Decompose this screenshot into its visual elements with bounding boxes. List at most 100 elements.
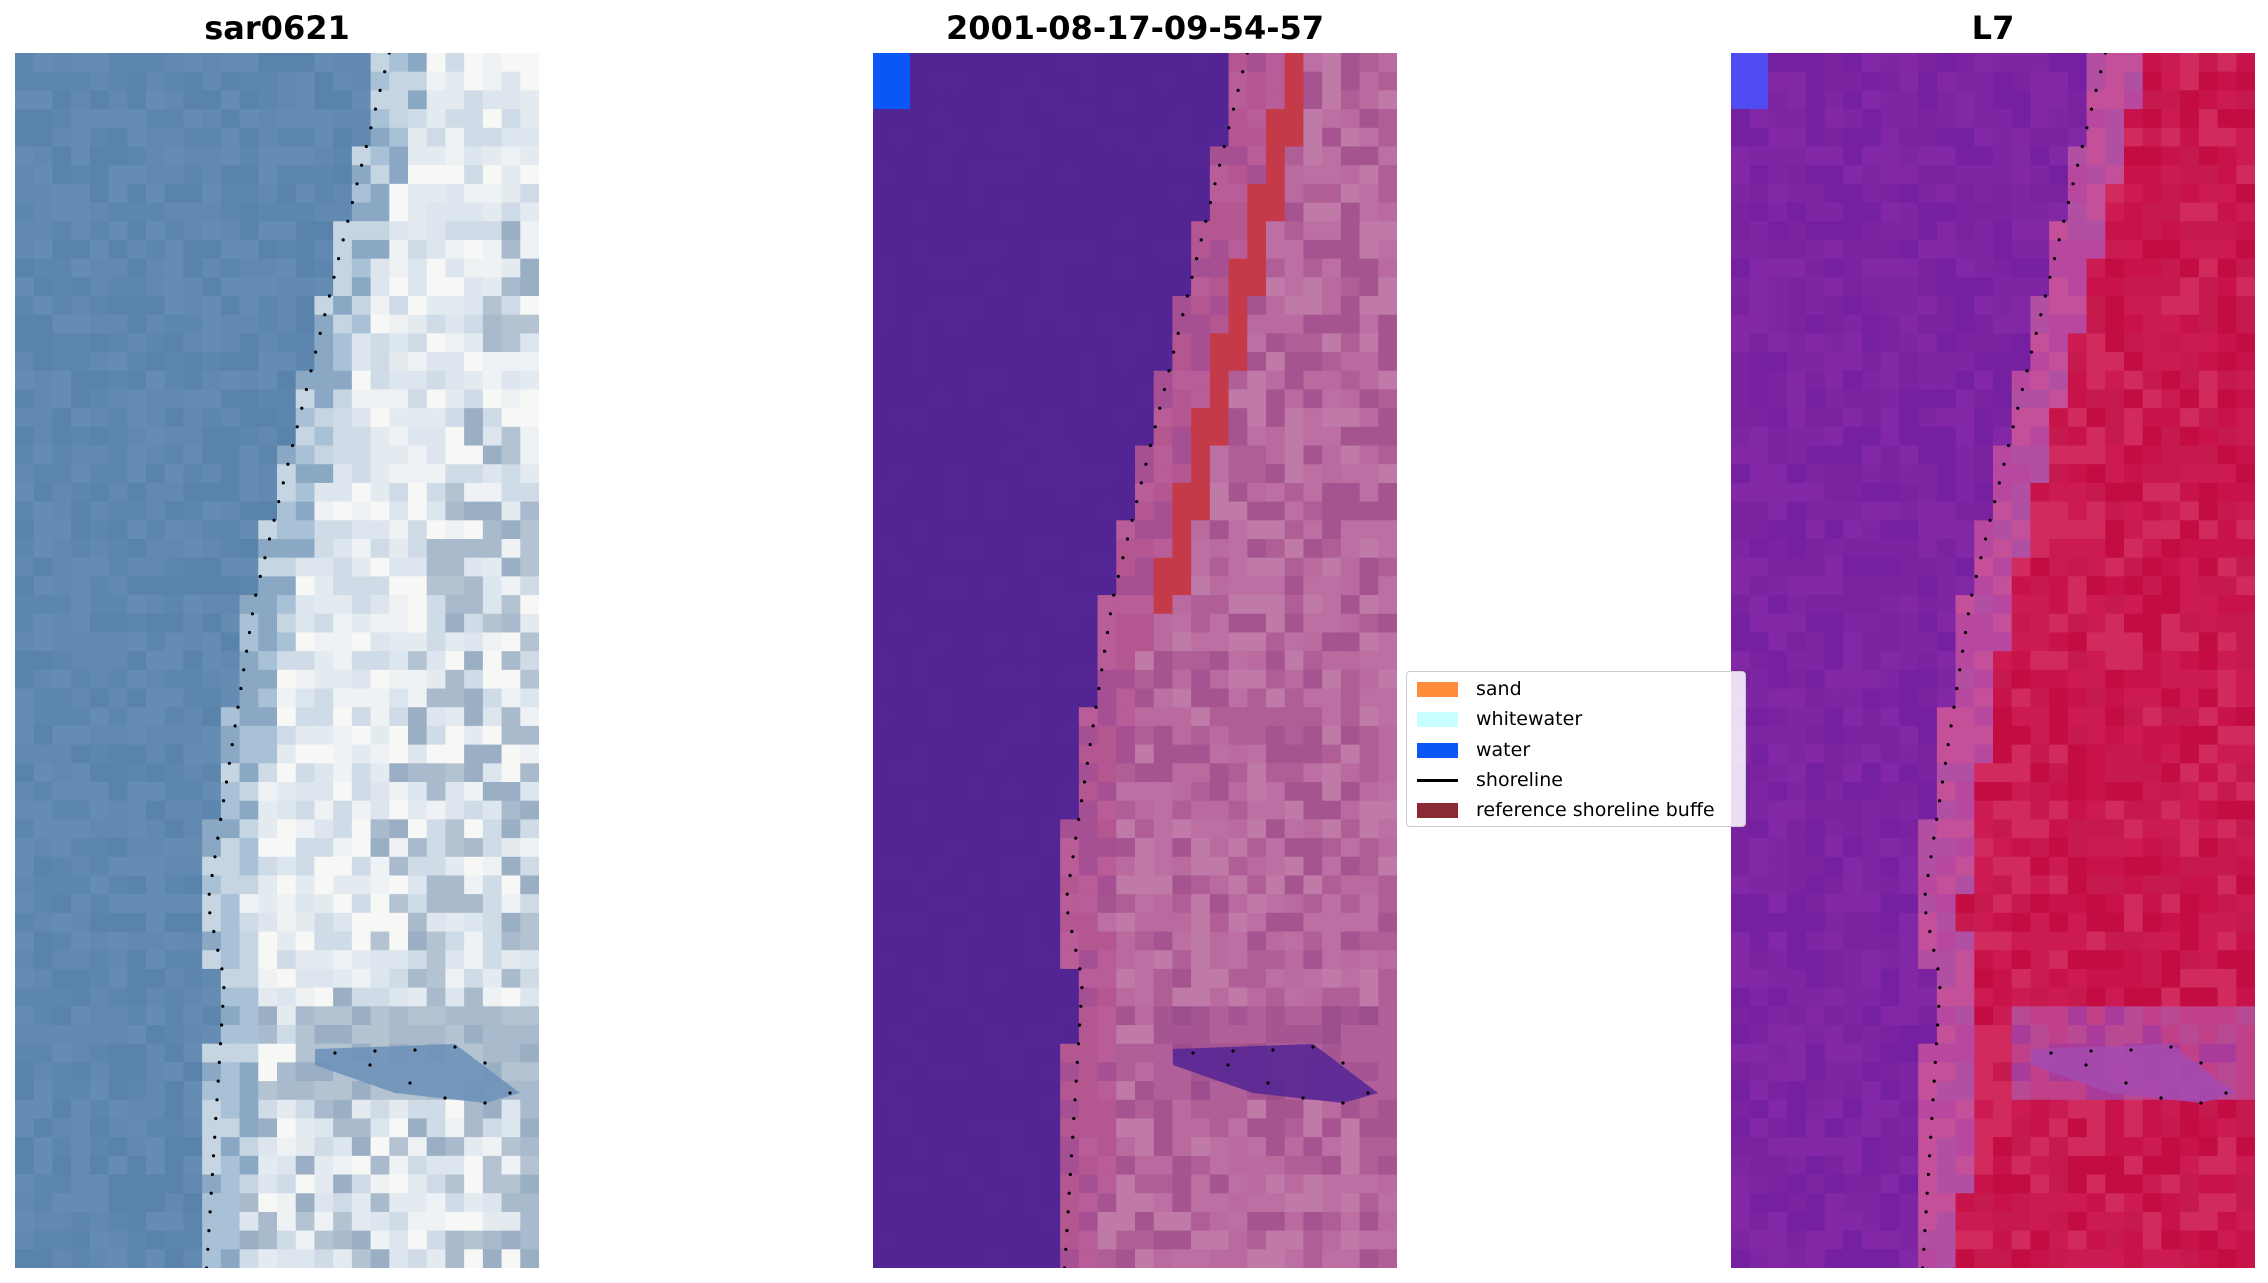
shoreline-point xyxy=(220,967,224,971)
shoreline-point xyxy=(332,275,336,279)
shoreline-point xyxy=(1921,1266,1925,1268)
shoreline-point xyxy=(387,53,391,55)
shoreline-point xyxy=(1105,630,1110,635)
shoreline-point xyxy=(1067,1191,1071,1195)
shoreline-point xyxy=(233,724,237,728)
shoreline-point xyxy=(1078,1023,1082,1027)
shoreline-point xyxy=(1924,911,1928,915)
shoreline-point xyxy=(1222,144,1226,149)
shoreline-point xyxy=(290,443,295,448)
shoreline-point xyxy=(1077,817,1081,822)
shoreline-point xyxy=(1135,500,1139,504)
legend-item-reference-buffer: reference shoreline buffe xyxy=(1417,797,1715,823)
shoreline-point xyxy=(224,780,229,784)
corner-water-patch xyxy=(1731,53,1768,109)
shoreline-point xyxy=(212,929,216,934)
shoreline-point xyxy=(1925,1191,1929,1195)
shoreline-point xyxy=(1144,462,1148,466)
shoreline-point xyxy=(1993,500,1997,504)
shoreline-point xyxy=(483,1101,487,1105)
legend-label-shoreline: shoreline xyxy=(1476,769,1563,791)
shoreline-point xyxy=(1082,780,1087,784)
shoreline-point xyxy=(2006,443,2011,448)
shoreline-point xyxy=(1069,1154,1074,1158)
shoreline-point xyxy=(216,836,220,840)
shoreline-point xyxy=(218,1042,223,1046)
shoreline-point xyxy=(304,387,308,392)
shoreline-point xyxy=(1091,724,1095,728)
shoreline-point xyxy=(1301,1096,1305,1100)
shoreline-point xyxy=(1065,1229,1069,1233)
legend-item-shoreline: shoreline xyxy=(1417,767,1563,793)
shoreline-point xyxy=(341,238,345,242)
shoreline-point xyxy=(483,1061,487,1065)
shoreline-point xyxy=(1931,1098,1935,1102)
shoreline-point xyxy=(1245,53,1249,55)
shoreline-point xyxy=(1080,986,1084,990)
shoreline-point xyxy=(1097,686,1101,691)
shoreline-point xyxy=(1064,1247,1068,1251)
shoreline-point xyxy=(1139,481,1143,485)
shoreline-point xyxy=(1218,163,1222,167)
shoreline-point xyxy=(2084,1063,2088,1067)
shoreline-point xyxy=(1103,649,1107,653)
shoreline-point xyxy=(314,350,318,354)
shoreline-point xyxy=(209,1191,213,1195)
shoreline-point xyxy=(1068,873,1072,878)
shoreline-point xyxy=(2020,387,2024,392)
shoreline-point xyxy=(508,1091,512,1095)
shoreline-point xyxy=(369,126,373,130)
shoreline-point xyxy=(207,1229,211,1233)
shoreline-point xyxy=(1162,387,1166,392)
shoreline-point xyxy=(2066,200,2070,205)
shoreline-point xyxy=(1130,518,1134,522)
shoreline-point xyxy=(2103,53,2107,55)
shoreline-point xyxy=(1073,1098,1077,1102)
shoreline-point xyxy=(2124,1081,2128,1085)
shoreline-point xyxy=(2199,1061,2203,1065)
shoreline-point xyxy=(378,88,382,92)
shoreline-point xyxy=(2089,1049,2093,1053)
classification-image-panel xyxy=(873,53,1397,1268)
shoreline-point xyxy=(1366,1091,1370,1095)
shoreline-point xyxy=(1940,780,1945,784)
shoreline-point xyxy=(1929,855,1933,859)
shoreline-point xyxy=(1933,1060,1937,1064)
panel-title-ndwi: L7 xyxy=(1971,9,2015,47)
shoreline-point xyxy=(1271,1048,1275,1052)
shoreline-point xyxy=(1961,649,1965,653)
shoreline-point xyxy=(213,1135,217,1139)
shoreline-point xyxy=(1924,1210,1928,1214)
pixel-grid xyxy=(15,53,539,1268)
shoreline-point xyxy=(1074,836,1078,840)
shoreline-point xyxy=(1116,574,1120,579)
shoreline-point xyxy=(1079,1004,1083,1008)
pixel-grid xyxy=(873,53,1397,1268)
legend-label-water: water xyxy=(1476,739,1531,761)
shoreline-point xyxy=(1195,257,1199,261)
shoreline-point xyxy=(1088,743,1092,747)
shoreline-point xyxy=(1074,948,1078,952)
panel-title-rgb: sar0621 xyxy=(204,9,350,47)
shoreline-point xyxy=(1936,1023,1940,1027)
shoreline-point xyxy=(236,705,240,709)
shoreline-point xyxy=(295,425,299,429)
shoreline-point xyxy=(1076,1042,1081,1046)
shoreline-point xyxy=(346,219,350,223)
shoreline-point xyxy=(254,593,258,597)
legend-label-sand: sand xyxy=(1476,678,1522,700)
shoreline-point xyxy=(1988,518,1992,522)
shoreline-point xyxy=(2048,275,2052,279)
shoreline-point xyxy=(1928,929,1932,934)
shoreline-point xyxy=(1148,443,1153,448)
shoreline-point xyxy=(216,1079,220,1083)
shoreline-point xyxy=(220,1023,224,1027)
shoreline-point xyxy=(1153,425,1157,429)
shoreline-point xyxy=(1341,1061,1345,1065)
shoreline-point xyxy=(1070,929,1074,934)
classification-image-canvas xyxy=(873,53,1397,1268)
shoreline-point xyxy=(1208,200,1212,205)
shoreline-point xyxy=(1937,1004,1941,1008)
shoreline-point xyxy=(1199,238,1203,242)
lagoon-region xyxy=(1173,1044,1378,1103)
